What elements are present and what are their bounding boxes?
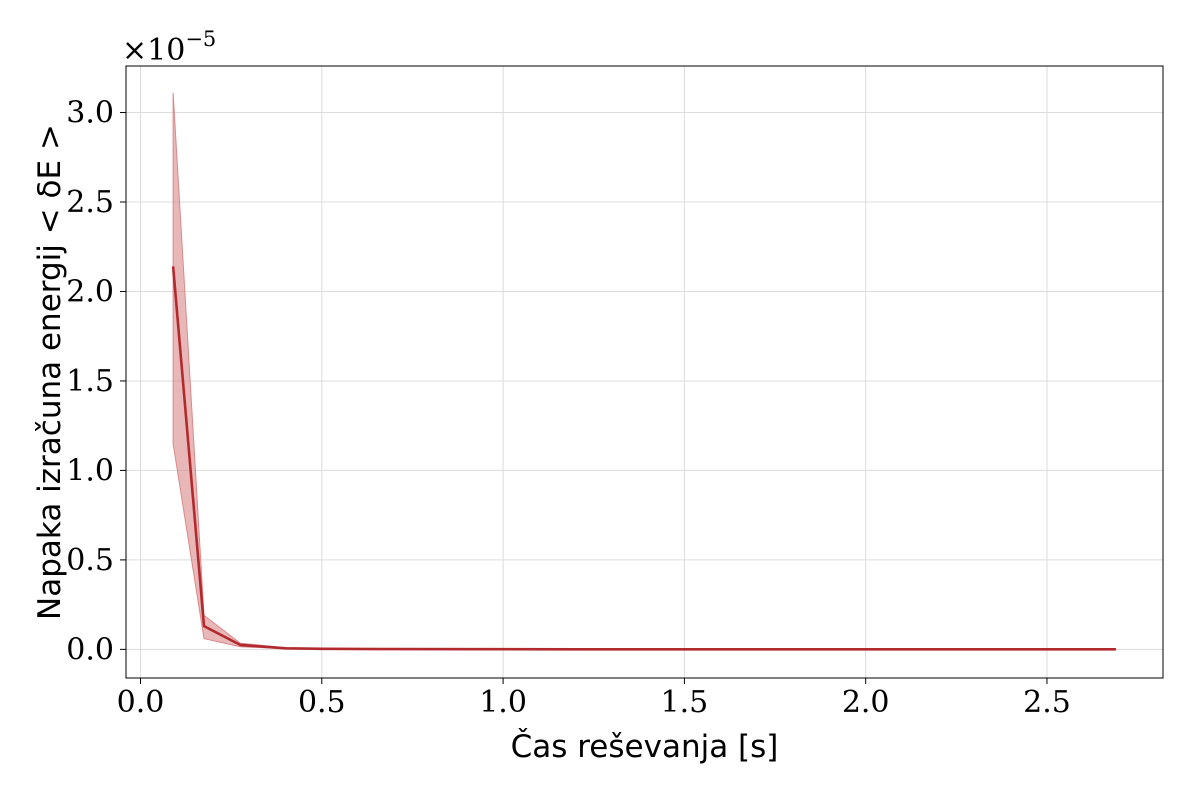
x-tick-label: 1.0 [479,685,527,720]
x-tick-label: 1.5 [661,685,709,720]
x-tick-label: 0.0 [117,685,165,720]
y-tick-label: 2.0 [66,274,114,309]
x-axis-title: Čas reševanja [s] [511,728,779,765]
y-tick-label: 1.5 [66,364,114,399]
x-tick-label: 2.5 [1023,685,1071,720]
y-tick-label: 2.5 [66,185,114,220]
x-tick-label: 0.5 [298,685,346,720]
y-scale-base: ×10 [122,33,185,68]
y-tick-label: 1.0 [66,453,114,488]
x-tick-label: 2.0 [842,685,890,720]
y-axis-title: Napaka izračuna energij < δE > [32,124,68,620]
y-tick-label: 3.0 [66,96,114,131]
y-scale-exponent: −5 [185,27,216,51]
y-tick-label: 0.5 [66,543,114,578]
y-tick-label: 0.0 [66,632,114,667]
